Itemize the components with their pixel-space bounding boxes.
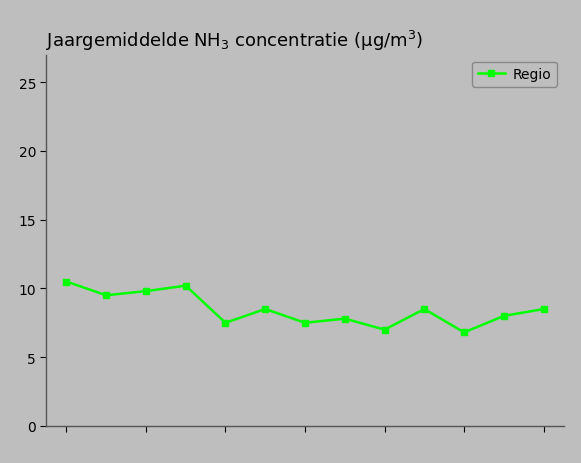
Regio	[103, 293, 110, 299]
Regio	[63, 279, 70, 285]
Regio	[142, 289, 149, 294]
Regio	[302, 320, 309, 326]
Regio	[500, 313, 507, 319]
Legend: Regio: Regio	[472, 63, 557, 88]
Text: Jaargemiddelde NH$_3$ concentratie (μg/m$^3$): Jaargemiddelde NH$_3$ concentratie (μg/m…	[46, 29, 424, 53]
Regio	[341, 316, 348, 322]
Regio	[381, 327, 388, 333]
Regio	[182, 283, 189, 289]
Line: Regio: Regio	[63, 278, 547, 336]
Regio	[262, 307, 269, 312]
Regio	[222, 320, 229, 326]
Regio	[421, 307, 428, 312]
Regio	[461, 330, 468, 336]
Regio	[540, 307, 547, 312]
